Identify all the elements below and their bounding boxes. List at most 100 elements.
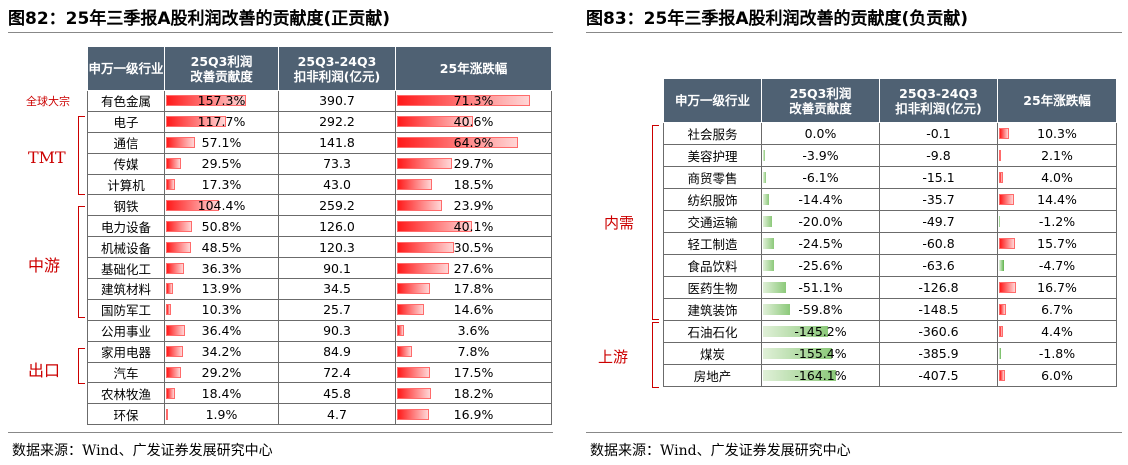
contribution-cell: 36.3% — [164, 257, 279, 280]
ytd-change-cell-value: 7.8% — [457, 344, 490, 360]
ytd-change-cell: 4.0% — [997, 166, 1117, 189]
ytd-change-cell-value: 14.4% — [1037, 192, 1077, 207]
profit-cell: 72.4 — [278, 361, 396, 384]
profit-cell-value: 43.0 — [323, 177, 351, 192]
table-row: 机械设备 48.5% 120.3 30.5% — [87, 236, 552, 259]
contribution-cell-value: 36.3% — [201, 260, 242, 276]
profit-cell: -0.1 — [879, 122, 998, 145]
contribution-cell: 1.9% — [164, 403, 279, 426]
profit-cell-value: -49.7 — [922, 214, 955, 229]
profit-cell: 45.8 — [278, 382, 396, 405]
right-source-note: 数据来源：Wind、广发证券发展研究中心 — [590, 443, 851, 459]
table-row: 汽车 29.2% 72.4 17.5% — [87, 361, 552, 384]
contribution-bar — [763, 348, 833, 359]
industry-cell: 计算机 — [87, 173, 165, 196]
header-line: 申万一级行业 — [88, 61, 164, 76]
industry-cell: 农林牧渔 — [87, 382, 165, 405]
ytd-change-bar — [397, 179, 432, 190]
industry-cell: 建筑材料 — [87, 278, 165, 300]
contribution-cell-value: -20.0% — [798, 214, 843, 229]
contribution-bar — [763, 238, 774, 249]
ytd-change-cell-value: 23.9% — [453, 197, 494, 213]
contribution-cell: -14.4% — [761, 188, 880, 211]
contribution-cell: 10.3% — [164, 298, 279, 321]
profit-cell-value: 390.7 — [319, 93, 355, 109]
ytd-change-bar — [397, 262, 449, 274]
contribution-bar — [166, 199, 220, 211]
profit-cell-value: -35.7 — [922, 192, 955, 207]
industry-cell-value: 国防军工 — [100, 303, 151, 319]
profit-cell: -35.7 — [879, 188, 998, 211]
contribution-cell: 104.4% — [164, 194, 279, 217]
contribution-cell-value: 117.7% — [197, 114, 246, 130]
contribution-cell: 18.4% — [164, 382, 279, 405]
profit-cell-value: 259.2 — [319, 197, 355, 213]
group-bracket-midstream — [78, 206, 85, 318]
ytd-change-cell: 14.6% — [395, 298, 552, 321]
ytd-change-bar — [999, 348, 1001, 359]
group-label-tmt: TMT — [28, 148, 66, 167]
contribution-bar — [166, 137, 196, 149]
industry-cell: 商贸零售 — [663, 166, 762, 189]
profit-cell: 292.2 — [278, 110, 396, 133]
contribution-cell: -24.5% — [761, 232, 880, 255]
profit-cell-value: -15.1 — [922, 170, 955, 185]
ytd-change-cell: 23.9% — [395, 194, 552, 217]
contribution-cell: 17.3% — [164, 173, 279, 196]
profit-cell: 4.7 — [278, 403, 396, 426]
ytd-change-cell-value: 27.6% — [453, 260, 494, 276]
industry-cell: 电力设备 — [87, 215, 165, 238]
industry-cell-value: 建筑材料 — [100, 282, 151, 298]
ytd-change-bar — [999, 304, 1006, 315]
profit-cell-value: 120.3 — [319, 239, 355, 255]
contribution-cell: 34.2% — [164, 340, 279, 363]
ytd-change-cell: 30.5% — [395, 236, 552, 259]
ytd-change-cell: 2.1% — [997, 144, 1117, 167]
profit-cell: 126.0 — [278, 215, 396, 238]
ytd-change-cell-value: 17.5% — [453, 365, 494, 381]
industry-cell: 机械设备 — [87, 236, 165, 259]
industry-cell-value: 电子 — [113, 115, 139, 131]
contribution-cell: -164.1% — [761, 364, 880, 387]
header-contribution: 25Q3利润 改善贡献度 — [164, 46, 279, 91]
ytd-change-cell: -1.8% — [997, 342, 1117, 365]
ytd-change-bar — [397, 367, 430, 379]
profit-cell-value: 73.3 — [323, 156, 351, 172]
contribution-cell: 13.9% — [164, 278, 279, 300]
contribution-bar — [763, 326, 828, 337]
right-title-rule — [586, 32, 1122, 33]
left-title-rule — [8, 32, 553, 33]
table-row: 钢铁 104.4% 259.2 23.9% — [87, 194, 552, 217]
contribution-cell: -25.6% — [761, 254, 880, 277]
ytd-change-bar — [397, 283, 431, 295]
industry-cell-value: 食品饮料 — [687, 259, 738, 274]
right-contribution-table: 申万一级行业 25Q3利润 改善贡献度 25Q3-24Q3 扣非利润(亿元) 25年… — [663, 78, 1117, 387]
contribution-bar — [166, 408, 168, 420]
industry-cell: 传媒 — [87, 152, 165, 175]
table-row: 交通运输 -20.0% -49.7 -1.2% — [663, 210, 1117, 233]
industry-cell-value: 汽车 — [113, 366, 139, 382]
table-row: 商贸零售 -6.1% -15.1 4.0% — [663, 166, 1117, 189]
ytd-change-cell: 71.3% — [395, 90, 552, 112]
table-row: 建筑装饰 -59.8% -148.5 6.7% — [663, 298, 1117, 321]
contribution-bar — [763, 194, 770, 205]
contribution-cell: 36.4% — [164, 319, 279, 342]
industry-cell: 煤炭 — [663, 342, 762, 365]
profit-cell-value: 90.1 — [323, 260, 351, 276]
contribution-bar — [166, 179, 175, 190]
industry-cell: 汽车 — [87, 361, 165, 384]
contribution-bar — [763, 260, 775, 271]
group-label-global-commodities: 全球大宗 — [26, 95, 70, 108]
ytd-change-cell: 17.5% — [395, 361, 552, 384]
ytd-change-cell: 16.9% — [395, 403, 552, 426]
ytd-change-bar — [397, 199, 442, 211]
ytd-change-cell-value: 3.6% — [457, 323, 490, 339]
contribution-cell: -59.8% — [761, 298, 880, 321]
profit-cell-value: 4.7 — [327, 406, 347, 422]
header-contribution: 25Q3利润 改善贡献度 — [761, 78, 880, 123]
ytd-change-cell-value: -4.7% — [1038, 258, 1076, 273]
profit-cell-value: -126.8 — [918, 280, 959, 295]
left-contribution-table: 申万一级行业 25Q3利润 改善贡献度 25Q3-24Q3 扣非利润(亿元) 25年… — [87, 46, 552, 426]
contribution-cell-value: 57.1% — [201, 135, 242, 151]
group-label-midstream: 中游 — [28, 256, 61, 275]
